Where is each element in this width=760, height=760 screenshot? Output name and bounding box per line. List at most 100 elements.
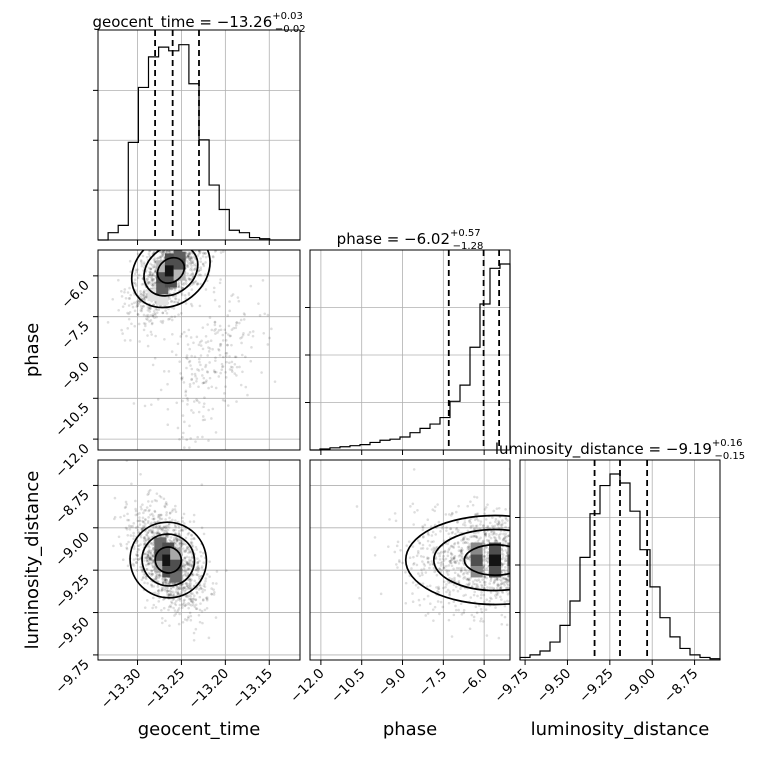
sample-point xyxy=(160,251,164,255)
sample-point xyxy=(516,545,519,548)
sample-point xyxy=(501,557,504,561)
sample-point xyxy=(450,564,454,568)
sample-point xyxy=(176,300,180,304)
sample-point xyxy=(141,237,144,240)
sample-point xyxy=(393,512,397,515)
sample-point xyxy=(494,518,498,521)
sample-point xyxy=(189,599,193,603)
sample-point xyxy=(187,247,190,250)
sample-point xyxy=(209,231,212,234)
sample-point xyxy=(194,244,197,247)
panel-frame xyxy=(97,29,301,241)
sample-point xyxy=(127,317,131,321)
sample-point xyxy=(176,591,180,595)
sample-point xyxy=(494,520,497,524)
sample-point xyxy=(421,525,424,528)
sample-point xyxy=(212,286,216,290)
sample-point xyxy=(457,504,460,508)
sample-point xyxy=(420,571,424,575)
sample-point xyxy=(540,548,543,551)
sample-point xyxy=(399,548,402,552)
sample-point xyxy=(462,571,466,575)
sample-point xyxy=(202,584,206,587)
sample-point xyxy=(150,322,154,326)
sample-point xyxy=(480,584,484,588)
sample-point xyxy=(530,597,533,600)
title-phase: phase = −6.02+0.57 −1.28 xyxy=(337,228,484,252)
sample-point xyxy=(438,567,441,570)
sample-point xyxy=(449,527,453,531)
sample-point xyxy=(189,614,193,618)
sample-point xyxy=(497,584,500,587)
sample-point xyxy=(189,259,193,263)
sample-point xyxy=(441,563,445,566)
sample-point xyxy=(142,559,146,562)
sample-point xyxy=(231,370,234,373)
sample-point xyxy=(450,544,454,548)
sample-point xyxy=(183,556,187,559)
sample-point xyxy=(186,585,190,589)
sample-point xyxy=(457,549,461,553)
sample-point xyxy=(197,250,201,253)
sample-point xyxy=(181,520,185,523)
sample-point xyxy=(189,595,193,598)
sample-point xyxy=(564,545,567,548)
y-tick-label: −9.50 xyxy=(52,614,93,655)
sample-point xyxy=(531,578,534,581)
sample-point xyxy=(488,521,492,525)
sample-point xyxy=(172,528,175,532)
sample-point xyxy=(146,531,150,535)
sample-point xyxy=(180,282,184,286)
sample-point xyxy=(186,256,189,259)
sample-point xyxy=(200,244,203,247)
sample-point xyxy=(140,527,144,531)
sample-point xyxy=(149,504,152,508)
sample-point xyxy=(175,585,179,588)
sample-point xyxy=(205,596,209,599)
sample-point xyxy=(156,257,159,260)
sample-point xyxy=(132,564,136,567)
sample-point xyxy=(151,247,154,250)
sample-point xyxy=(204,334,208,338)
sample-point xyxy=(151,277,155,281)
sample-point xyxy=(185,264,189,267)
sample-point xyxy=(144,539,148,543)
sample-point xyxy=(180,291,184,295)
sample-point xyxy=(136,312,140,316)
sample-point xyxy=(212,255,215,259)
sample-point xyxy=(189,278,192,281)
sample-point xyxy=(503,583,507,587)
sample-point xyxy=(204,255,208,259)
sample-point xyxy=(155,492,159,495)
sample-point xyxy=(192,597,196,600)
sample-point xyxy=(503,604,507,608)
sample-point xyxy=(466,541,469,545)
sample-point xyxy=(536,551,539,554)
sample-point xyxy=(184,559,187,563)
sample-point xyxy=(168,250,172,253)
sample-point xyxy=(532,568,535,571)
sample-point xyxy=(433,605,437,609)
sample-point xyxy=(146,519,150,523)
sample-point xyxy=(166,586,170,590)
sample-point xyxy=(535,558,538,561)
panel-frame xyxy=(519,459,721,661)
sample-point xyxy=(486,503,489,506)
panel-geocent-time-vs-distance xyxy=(97,459,301,661)
sample-point xyxy=(158,256,161,259)
sample-point xyxy=(183,330,186,334)
sample-point xyxy=(193,221,196,224)
sample-point xyxy=(126,327,130,330)
sample-point xyxy=(180,311,183,315)
sample-point xyxy=(522,568,525,571)
sample-point xyxy=(150,574,153,577)
sample-point xyxy=(506,592,510,596)
sample-point xyxy=(205,231,208,234)
sample-point xyxy=(629,584,632,587)
sample-point xyxy=(192,537,196,540)
sample-point xyxy=(546,590,549,593)
sample-point xyxy=(412,468,416,471)
sample-point xyxy=(482,558,486,561)
sample-point xyxy=(482,542,486,545)
sample-point xyxy=(189,256,193,260)
